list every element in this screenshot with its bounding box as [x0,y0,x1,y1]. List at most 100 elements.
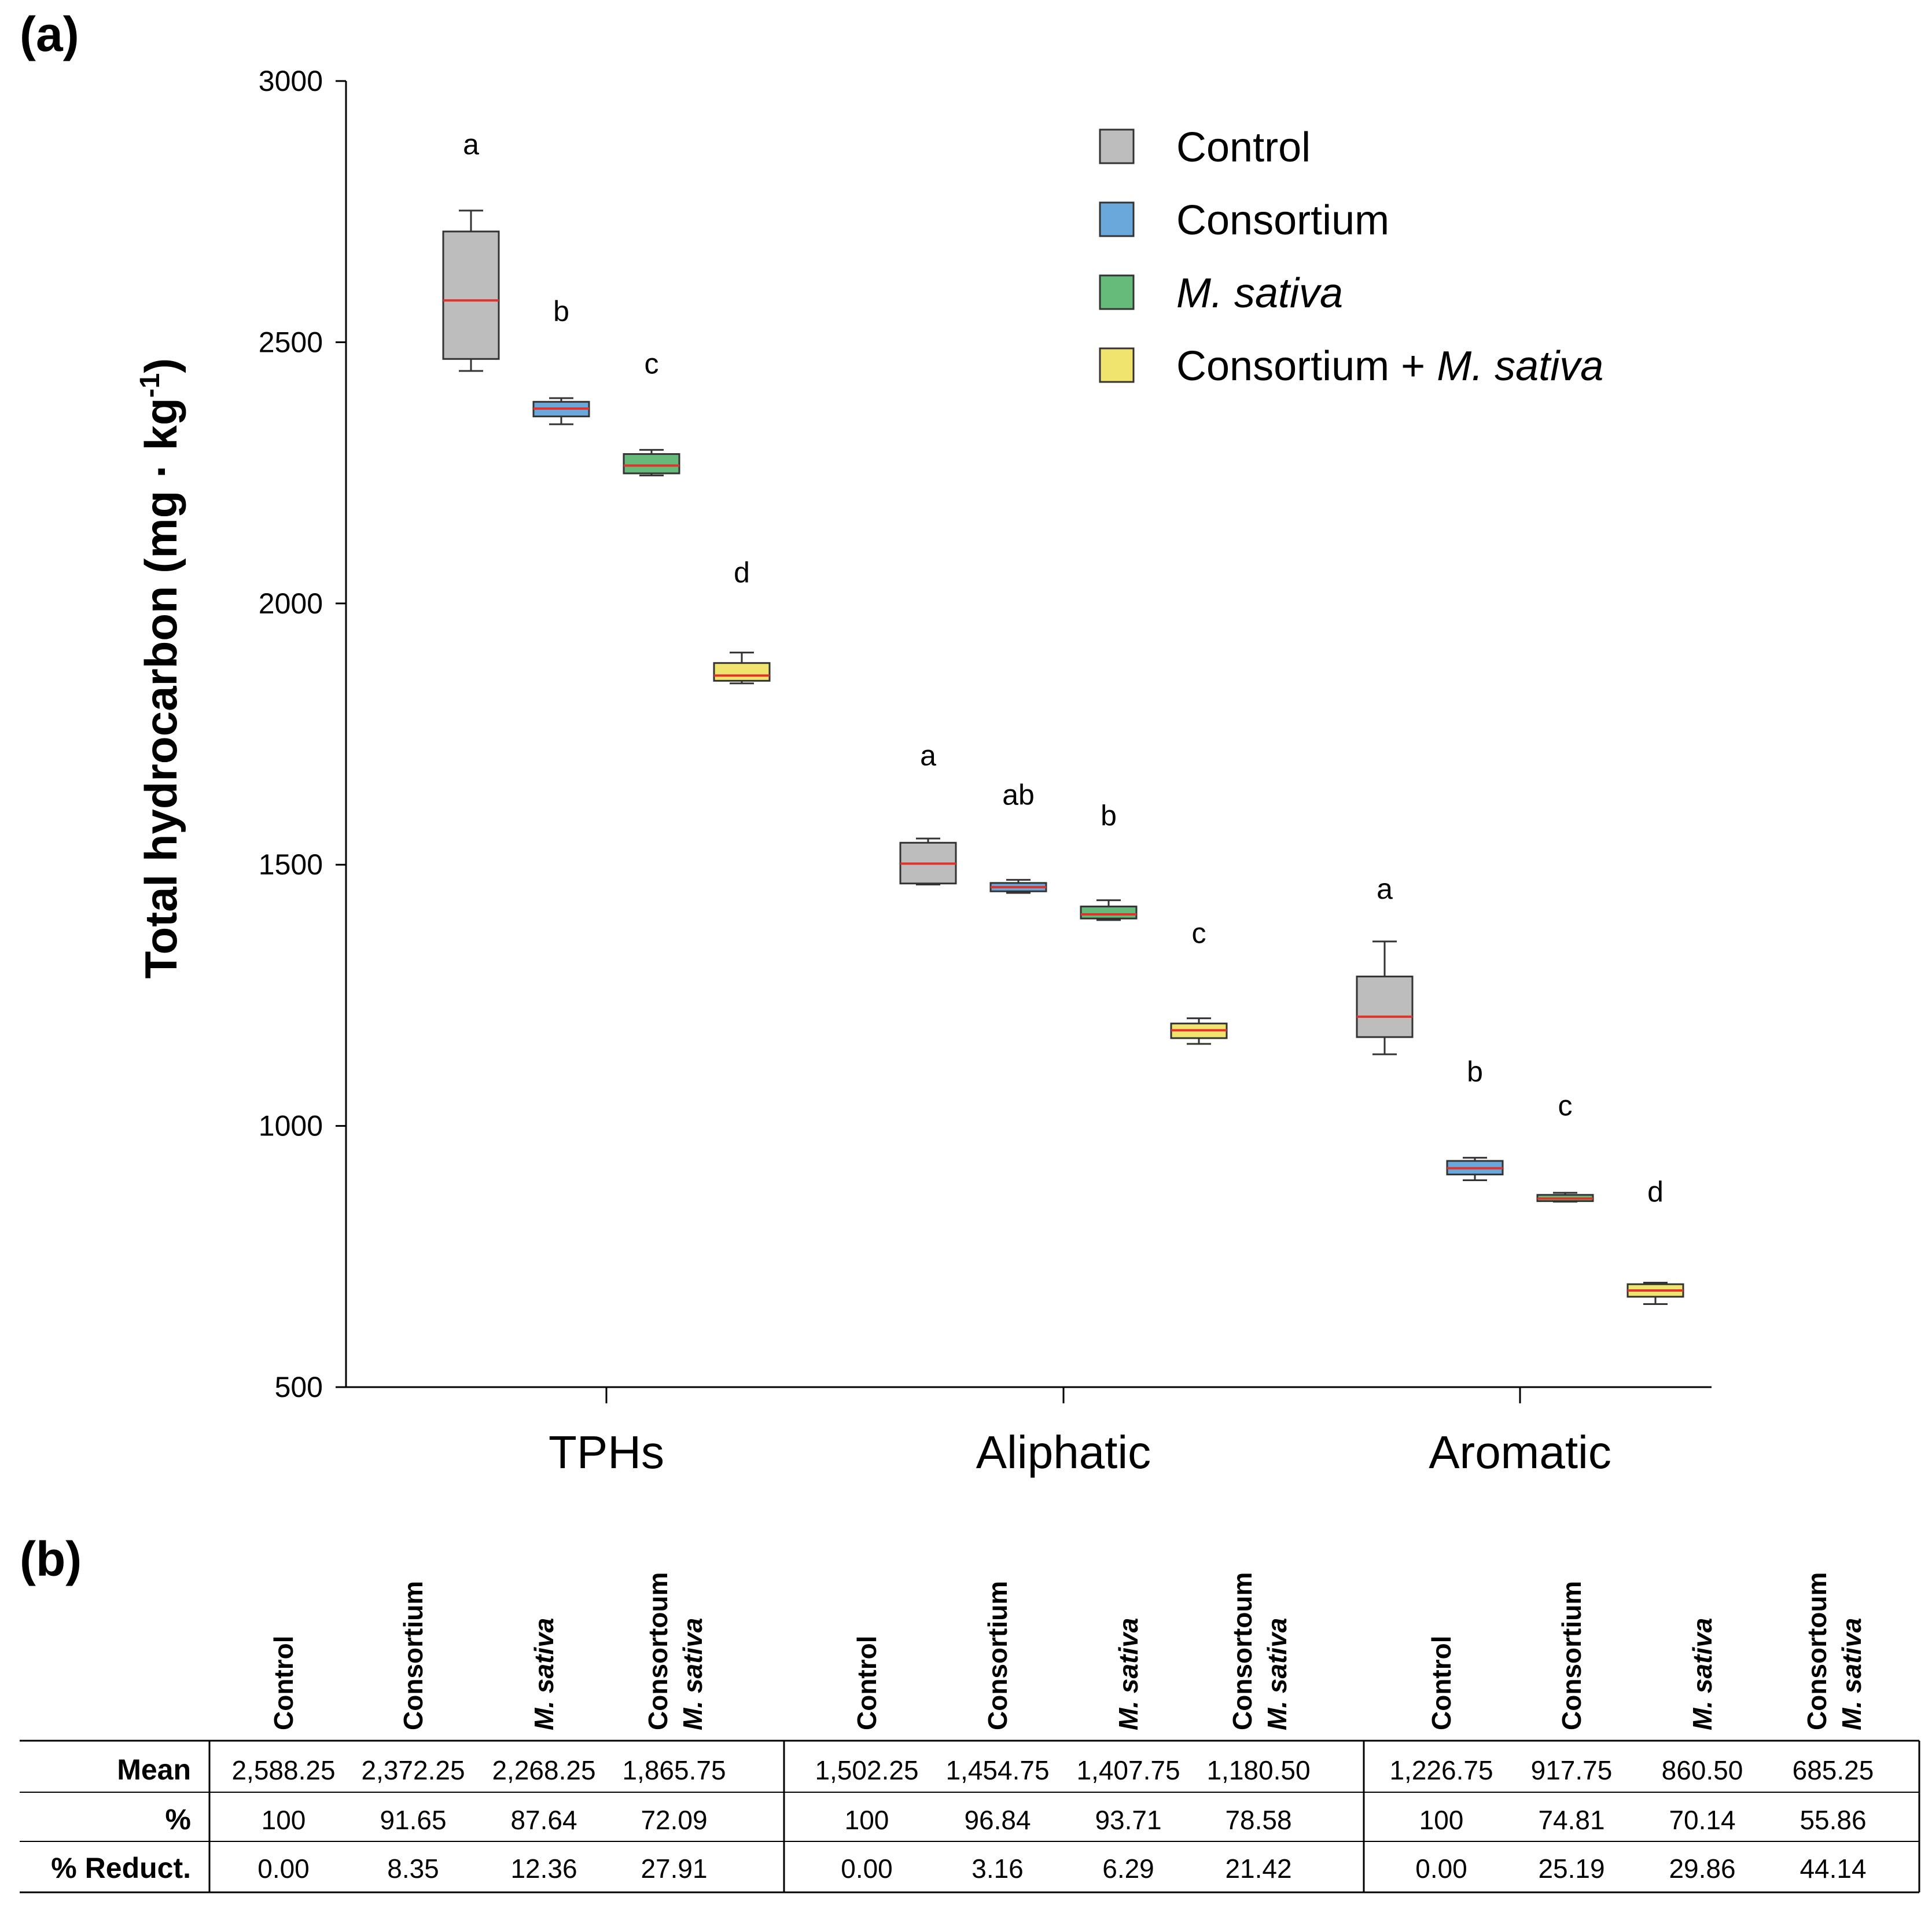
row-label: % Reduct. [51,1852,191,1884]
table-cell: 100 [845,1805,889,1835]
table-cell: 78.58 [1225,1805,1291,1835]
table-cell: 2,372.25 [361,1755,465,1785]
panel-b-label: (b) [20,1532,82,1586]
table-cell: 0.00 [841,1854,893,1884]
table-cell: 860.50 [1662,1755,1743,1785]
table-cell: 6.29 [1102,1854,1154,1884]
legend-swatch [1099,201,1135,237]
table-cell: 100 [1419,1805,1464,1835]
table-cell: 21.42 [1225,1854,1291,1884]
table-cell: 917.75 [1531,1755,1613,1785]
box-iqr [1356,975,1414,1038]
column-header: Consortium [398,1581,428,1730]
table-cell: 96.84 [964,1805,1031,1835]
y-tick-label: 1000 [259,1110,323,1142]
column-header: Control [268,1635,299,1730]
significance-letter: c [645,348,659,380]
significance-letter: d [734,557,750,589]
table-cell: 1,502.25 [815,1755,918,1785]
significance-letter: a [920,740,936,772]
table-cell: 72.09 [641,1805,707,1835]
y-tick-label: 3000 [259,65,323,97]
y-tick-label: 2000 [259,587,323,620]
box-m-sativa-aliphatic: b [1080,799,1138,921]
significance-letter: b [553,295,569,328]
y-tick-label: 500 [275,1371,323,1403]
box-consortium-aromatic: b [1446,1056,1504,1181]
table-cell: 1,454.75 [945,1755,1049,1785]
table-cell: 70.14 [1669,1805,1735,1835]
column-header: Consortium [1556,1581,1587,1730]
box-consortium-m-sativa-aliphatic: c [1170,917,1228,1045]
column-header-line2: M. sativa [1837,1618,1867,1730]
table-cell: 25.19 [1538,1854,1605,1884]
table-cell: 27.91 [641,1854,707,1884]
table-cell: 44.14 [1799,1854,1866,1884]
table-cell: 685.25 [1793,1755,1874,1785]
box-consortium-m-sativa-aromatic: d [1626,1175,1684,1305]
panel-a-label: (a) [20,7,79,61]
table-cell: 1,865.75 [622,1755,726,1785]
legend-label: Consortium [1176,197,1389,244]
column-header-line2: M. sativa [678,1618,708,1730]
legend-item-m-sativa: M. sativa [1099,270,1343,317]
table-cell: 29.86 [1669,1854,1735,1884]
column-header: Consortoum [643,1572,673,1730]
table-cell: 0.00 [1415,1854,1467,1884]
legend-text: Consortium + [1176,343,1437,389]
box-consortium-m-sativa-tphs: d [713,557,771,685]
table-cell: 93.71 [1095,1805,1161,1835]
row-label: Mean [117,1753,191,1786]
legend-label: Consortium + M. sativa [1176,343,1603,389]
table-cell: 8.35 [387,1854,439,1884]
box-consortium-tphs: b [532,295,590,425]
table-cell: 12.36 [510,1854,577,1884]
summary-table: Control Consortium M. sativa Consortoum M. s… [20,1572,1920,1893]
table-cell: 1,407.75 [1076,1755,1180,1785]
significance-letter: b [1101,799,1117,832]
significance-letter: ab [1002,778,1035,811]
table-cell: 91.65 [380,1805,446,1835]
legend-label: M. sativa [1176,270,1343,317]
x-category-label: TPHs [549,1426,664,1478]
y-tick-label: 1500 [259,848,323,881]
column-header: Consortium [982,1581,1013,1730]
y-axis-title: Total hydrocarbon (mg · kg-1) [135,358,186,979]
column-header: Control [852,1635,882,1730]
box-iqr [1080,905,1138,920]
column-header: Consortoum [1227,1572,1257,1730]
table-cell: 2,588.25 [231,1755,335,1785]
significance-letter: c [1192,917,1206,950]
x-category-label: Aliphatic [976,1426,1151,1478]
table-cell: 1,226.75 [1389,1755,1493,1785]
legend-swatch [1099,347,1135,383]
box-control-aromatic: a [1356,873,1414,1056]
significance-letter: d [1647,1175,1664,1208]
legend-item-consortium: Consortium [1099,197,1389,244]
box-control-aliphatic: a [899,740,957,886]
column-header: Control [1426,1635,1456,1730]
column-header: M. sativa [1113,1618,1143,1730]
legend-text-italic: M. sativa [1437,343,1603,389]
table-cell: 87.64 [510,1805,577,1835]
significance-letter: a [463,128,479,160]
significance-letter: c [1558,1089,1573,1122]
y-tick-label: 2500 [259,326,323,358]
table-cell: 74.81 [1538,1805,1605,1835]
box-consortium-aliphatic: ab [989,778,1047,894]
table-cell: 3.16 [971,1854,1024,1884]
table-cell: 2,268.25 [492,1755,595,1785]
box-iqr [713,662,771,682]
legend-text: M. sativa [1176,270,1343,317]
table-cell: 55.86 [1799,1805,1866,1835]
table-cell: 1,180.50 [1206,1755,1310,1785]
legend-swatch [1099,128,1135,164]
box-plot-chart: Total hydrocarbon (mg · kg-1) 500 1000 150… [135,65,1712,1478]
legend-label: Control [1176,124,1311,171]
x-category-label: Aromatic [1429,1426,1611,1478]
legend-item-consortium-m-sativa: Consortium + M. sativa [1099,343,1603,389]
column-header: M. sativa [529,1618,559,1730]
significance-letter: b [1467,1056,1483,1088]
